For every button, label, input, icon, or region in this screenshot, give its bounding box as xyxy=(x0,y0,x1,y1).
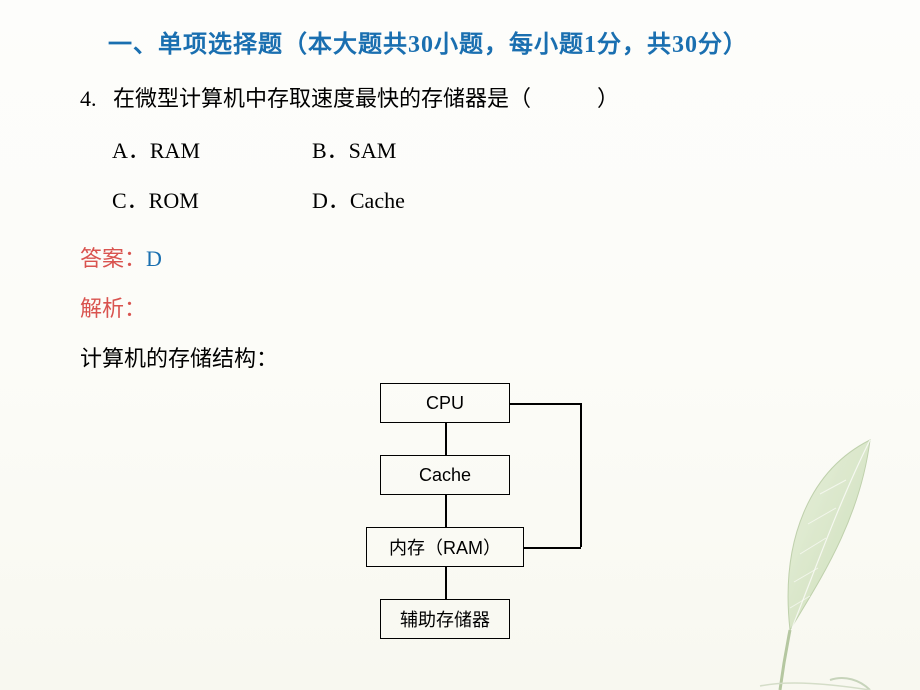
node-aux: 辅助存储器 xyxy=(380,599,510,639)
choice-c: C．ROM xyxy=(112,183,312,215)
question-number: 4. xyxy=(80,86,97,111)
edge-cpu-cache xyxy=(445,423,447,455)
node-cpu: CPU xyxy=(380,383,510,423)
analysis-text: 计算机的存储结构： xyxy=(80,341,860,373)
section-title: 一、单项选择题（本大题共30小题，每小题1分，共30分） xyxy=(108,24,860,59)
choices-row-1: A．RAM B．SAM xyxy=(112,133,860,165)
question-text: 在微型计算机中存取速度最快的存储器是（ ） xyxy=(113,86,619,111)
choice-b: B．SAM xyxy=(312,133,512,165)
answer-line: 答案：D xyxy=(80,241,860,273)
side-bottom xyxy=(524,547,581,549)
answer-label: 答案： xyxy=(80,246,146,271)
edge-cache-ram xyxy=(445,495,447,527)
analysis-label: 解析： xyxy=(80,291,860,323)
choices-row-2: C．ROM D．Cache xyxy=(112,183,860,215)
side-top xyxy=(510,403,580,405)
side-right xyxy=(580,403,582,547)
storage-hierarchy-diagram: CPU Cache 内存（RAM） 辅助存储器 xyxy=(320,383,720,663)
document-page: 一、单项选择题（本大题共30小题，每小题1分，共30分） 4. 在微型计算机中存… xyxy=(0,0,920,663)
choice-a: A．RAM xyxy=(112,133,312,165)
answer-value: D xyxy=(146,246,162,271)
question-stem: 4. 在微型计算机中存取速度最快的存储器是（ ） xyxy=(80,81,860,113)
node-cache: Cache xyxy=(380,455,510,495)
edge-ram-aux xyxy=(445,567,447,599)
node-ram: 内存（RAM） xyxy=(366,527,524,567)
choice-d: D．Cache xyxy=(312,183,512,215)
